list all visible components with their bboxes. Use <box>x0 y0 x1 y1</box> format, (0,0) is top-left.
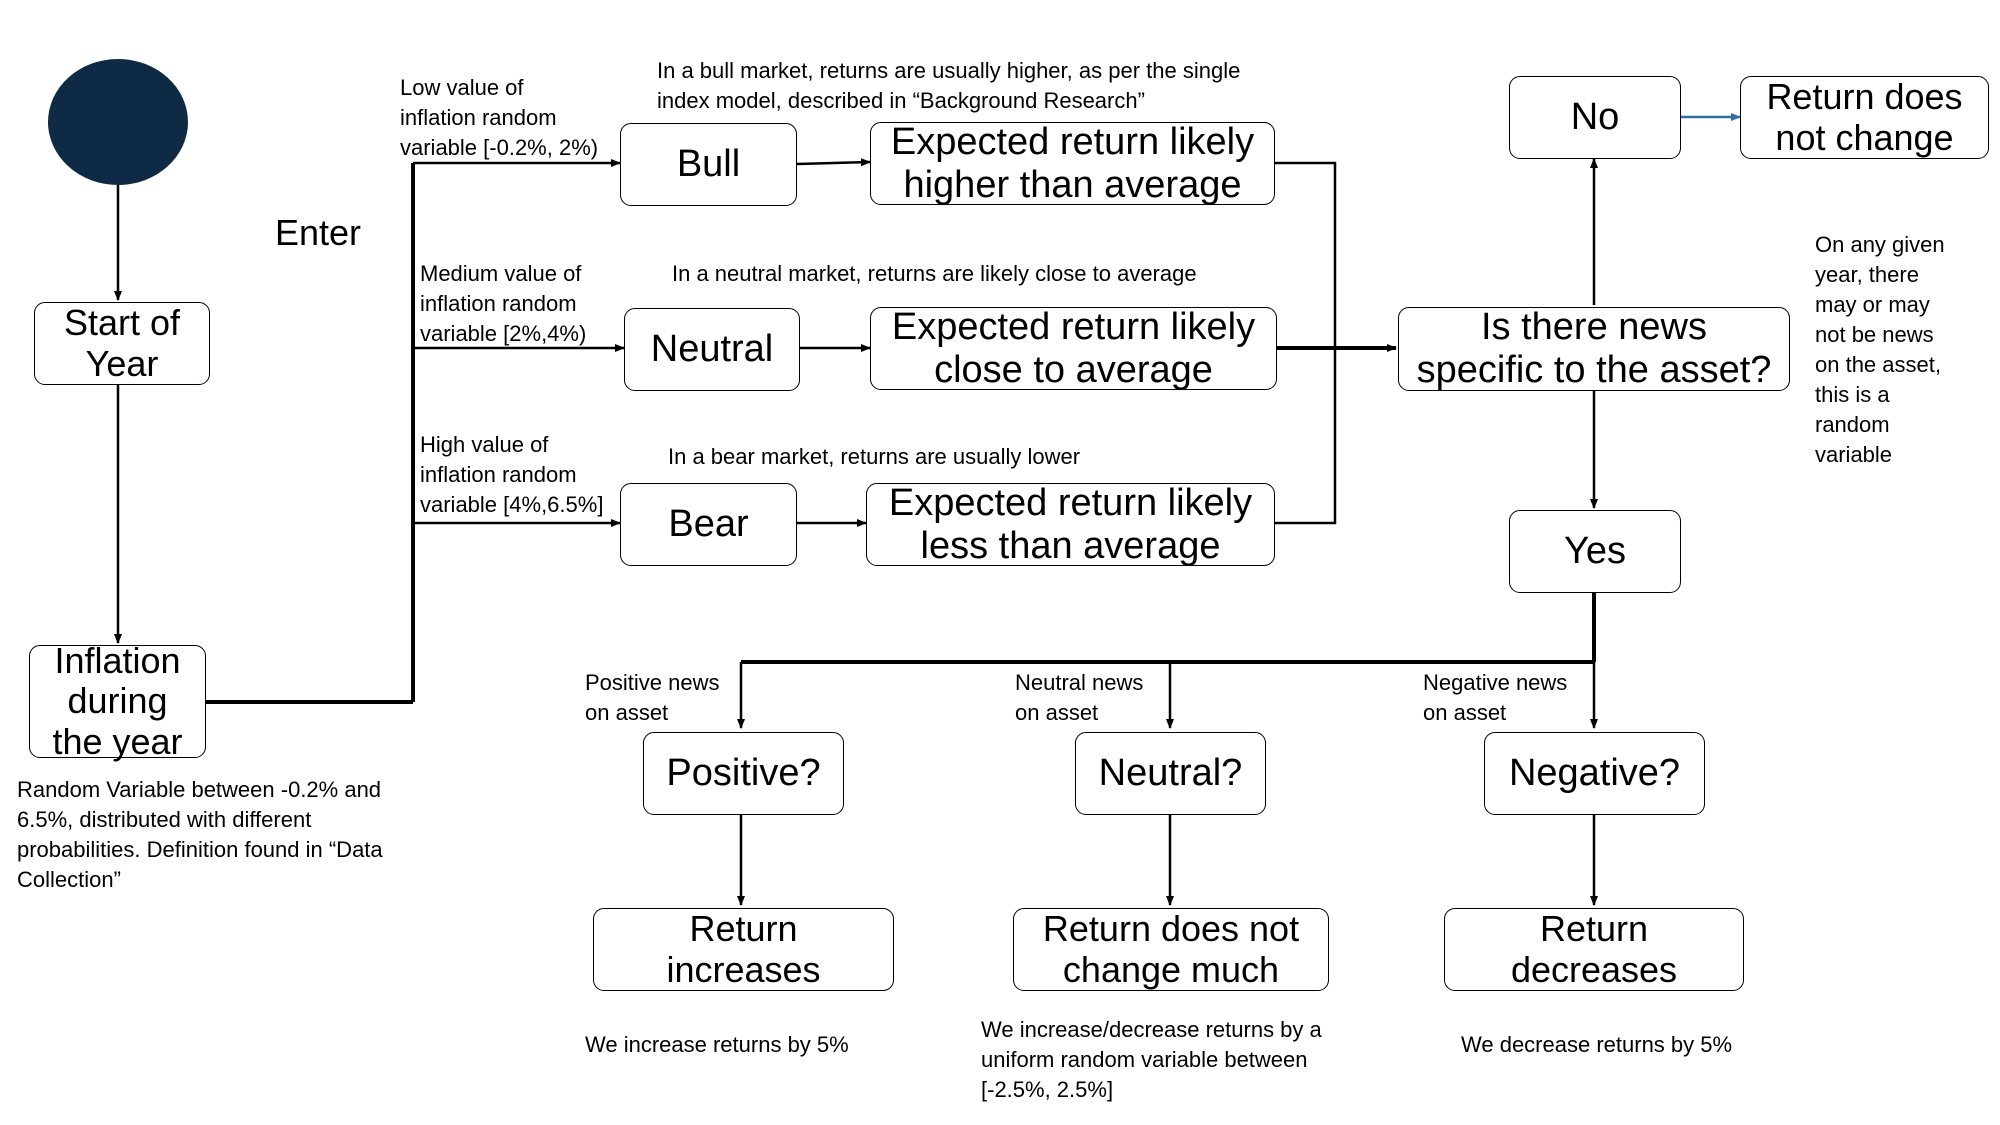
medium-inflation-line-2: inflation random <box>420 291 577 316</box>
return-increases-box: Return increases <box>593 908 894 991</box>
return-not-much-line-1: Return does not <box>1042 908 1300 950</box>
uniform-note-line-1: We increase/decrease returns by a <box>981 1017 1322 1042</box>
return-increases-line-1: Return <box>689 908 798 950</box>
uniform-note-line-3: [-2.5%, 2.5%] <box>981 1077 1114 1102</box>
return-decreases-line-1: Return <box>1539 908 1649 950</box>
inflation-note-line-3: probabilities. Definition found in “Data <box>17 837 383 862</box>
bull-note: In a bull market, returns are usually hi… <box>657 56 1240 116</box>
negative-news-label: Negative news on asset <box>1423 668 1567 728</box>
return-decreases-line-2: decreases <box>1510 948 1678 990</box>
low-inflation-line-2: inflation random <box>400 105 557 130</box>
uniform-note: We increase/decrease returns by a unifor… <box>981 1015 1322 1105</box>
high-inflation-line-2: inflation random <box>420 462 577 487</box>
return-not-much-box: Return does not change much <box>1013 908 1329 991</box>
news-note-line-2: year, there <box>1815 262 1919 287</box>
expected-average-line-2: close to average <box>934 348 1213 391</box>
uniform-note-line-2: uniform random variable between <box>981 1047 1308 1072</box>
bull-box: Bull <box>620 123 797 206</box>
news-question-box: Is there news specific to the asset? <box>1398 306 1790 391</box>
bull-note-line-1: In a bull market, returns are usually hi… <box>657 58 1241 83</box>
news-note-line-4: not be news <box>1815 322 1934 347</box>
inflation-line-3: the year <box>52 720 183 762</box>
negative-question-box: Negative? <box>1484 732 1705 815</box>
positive-question-box: Positive? <box>643 732 844 815</box>
bear-note: In a bear market, returns are usually lo… <box>668 444 1081 469</box>
decrease-note: We decrease returns by 5% <box>1461 1032 1733 1057</box>
neutral-news-label: Neutral news on asset <box>1015 668 1143 728</box>
high-inflation-line-1: High value of <box>420 432 549 457</box>
inflation-line-2: during <box>67 680 168 722</box>
low-inflation-line-3: variable [-0.2%, 2%) <box>400 135 599 160</box>
expected-higher-line-1: Expected return likely <box>890 120 1255 163</box>
return-no-change-line-2: not change <box>1775 116 1954 158</box>
expected-higher-box: Expected return likely higher than averag… <box>870 120 1275 206</box>
neutral-question-box: Neutral? <box>1075 732 1266 815</box>
bull-label: Bull <box>676 143 741 186</box>
return-increases-line-2: increases <box>666 948 821 990</box>
news-note-line-6: this is a <box>1815 382 1890 407</box>
medium-inflation-label: Medium value of inflation random variabl… <box>420 259 586 349</box>
arrow-bull-to-high <box>796 158 871 167</box>
start-of-year-box: Start of Year <box>34 302 210 385</box>
return-no-change-line-1: Return does <box>1766 76 1963 118</box>
no-label: No <box>1570 96 1620 139</box>
news-question-line-2: specific to the asset? <box>1416 349 1772 391</box>
neutral-note: In a neutral market, returns are likely … <box>672 261 1197 286</box>
medium-inflation-line-1: Medium value of <box>420 261 582 286</box>
expected-higher-line-2: higher than average <box>903 163 1242 206</box>
bear-label: Bear <box>668 503 749 546</box>
neutral-market-label: Neutral <box>650 328 774 371</box>
return-no-change-box: Return does not change <box>1740 76 1989 159</box>
bull-note-line-2: index model, described in “Background Re… <box>657 88 1145 113</box>
expected-average-box: Expected return likely close to average <box>870 305 1277 391</box>
inflation-note-line-4: Collection” <box>17 867 121 892</box>
start-of-year-line-1: Start of <box>63 302 181 344</box>
expected-lower-box: Expected return likely less than average <box>866 481 1275 567</box>
positive-question-label: Positive? <box>666 752 821 795</box>
news-note-line-7: random <box>1815 412 1890 437</box>
expected-lower-line-2: less than average <box>920 524 1221 567</box>
medium-inflation-line-3: variable [2%,4%) <box>420 321 587 346</box>
merge-low <box>1275 348 1337 525</box>
start-of-year-line-2: Year <box>85 342 159 384</box>
low-inflation-line-1: Low value of <box>400 75 524 100</box>
news-question-line-1: Is there news <box>1480 306 1707 349</box>
neutral-news-line-2: on asset <box>1015 700 1099 725</box>
increase-note: We increase returns by 5% <box>585 1032 849 1057</box>
high-inflation-label: High value of inflation random variable … <box>420 430 603 520</box>
expected-average-line-1: Expected return likely <box>891 305 1256 348</box>
inflation-box: Inflation during the year <box>29 640 206 761</box>
inflation-line-1: Inflation <box>54 640 181 682</box>
inflation-note-line-1: Random Variable between -0.2% and <box>17 777 382 802</box>
inflation-note-line-2: 6.5%, distributed with different <box>17 807 312 832</box>
news-note-line-8: variable <box>1815 442 1893 467</box>
return-decreases-box: Return decreases <box>1444 908 1744 991</box>
news-note-line-1: On any given <box>1815 232 1945 257</box>
enter-label: Enter <box>275 212 362 253</box>
yes-box: Yes <box>1509 510 1681 593</box>
positive-news-line-1: Positive news <box>585 670 720 695</box>
news-note-line-5: on the asset, <box>1815 352 1941 377</box>
news-note: On any given year, there may or may not … <box>1815 230 1985 470</box>
neutral-news-line-1: Neutral news <box>1015 670 1144 695</box>
negative-news-line-2: on asset <box>1423 700 1507 725</box>
start-circle <box>48 59 188 185</box>
inflation-note: Random Variable between -0.2% and 6.5%, … <box>17 775 447 895</box>
neutral-market-box: Neutral <box>624 308 800 391</box>
news-note-line-3: may or may <box>1815 292 1930 317</box>
low-inflation-label: Low value of inflation random variable [… <box>400 73 598 163</box>
positive-news-label: Positive news on asset <box>585 668 720 728</box>
positive-news-line-2: on asset <box>585 700 669 725</box>
negative-news-line-1: Negative news <box>1423 670 1568 695</box>
bear-box: Bear <box>620 483 797 566</box>
neutral-question-label: Neutral? <box>1098 752 1243 795</box>
return-not-much-line-2: change much <box>1062 948 1280 990</box>
no-box: No <box>1509 76 1681 159</box>
merge-high <box>1275 161 1337 348</box>
expected-lower-line-1: Expected return likely <box>888 481 1253 524</box>
yes-label: Yes <box>1564 530 1626 573</box>
high-inflation-line-3: variable [4%,6.5%] <box>420 492 604 517</box>
negative-question-label: Negative? <box>1508 752 1681 795</box>
